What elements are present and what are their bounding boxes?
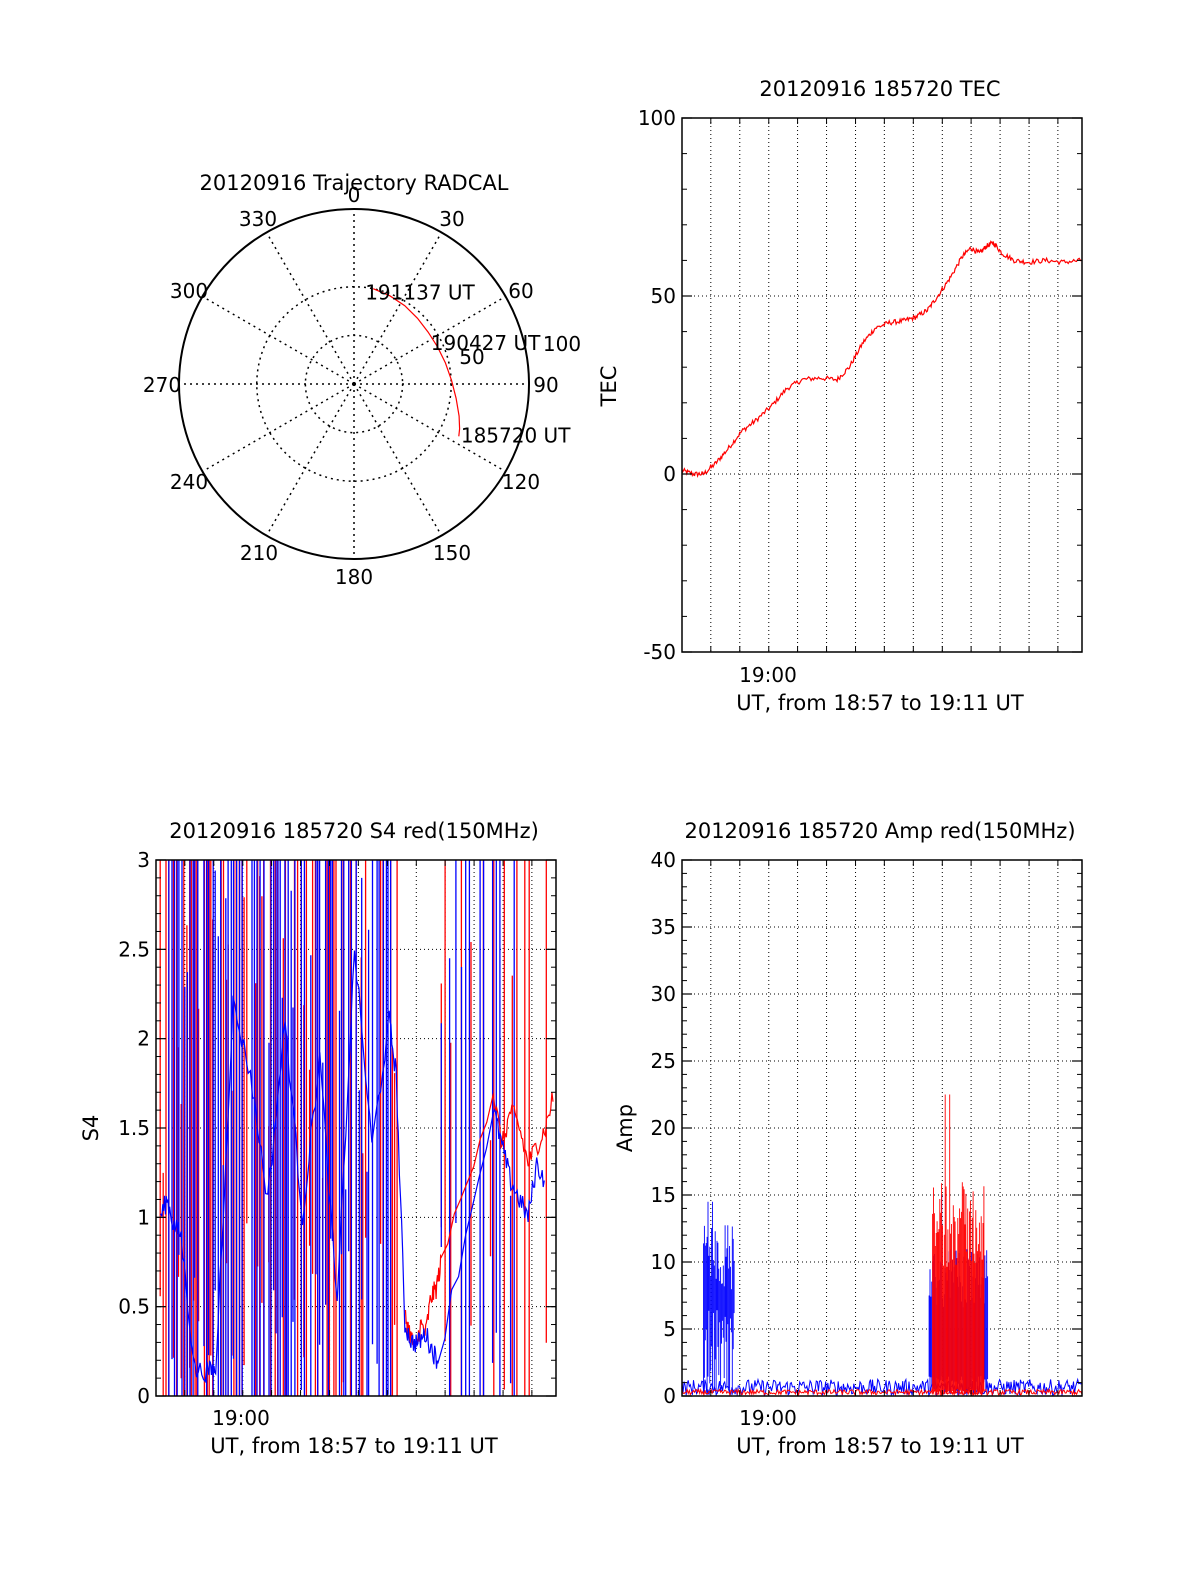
trajectory-line bbox=[372, 288, 461, 437]
polar-azimuth-labels: 0 30 60 90 120 150 180 210 240 270 300 330 bbox=[143, 183, 559, 589]
trajectory-annotations: 191137 UT 190427 UT 185720 UT bbox=[365, 281, 571, 448]
amp-ylabel: Amp bbox=[613, 1104, 637, 1152]
s4-ytick-label-3: 1.5 bbox=[118, 1116, 150, 1140]
s4-panel: 20120916 185720 S4 red(150MHz) 0 0.5 1 1.5 2… bbox=[79, 819, 557, 1458]
tec-title: 20120916 185720 TEC bbox=[759, 77, 1000, 101]
amp-title: 20120916 185720 Amp red(150MHz) bbox=[684, 819, 1075, 843]
amp-ytick-label-3: 15 bbox=[651, 1183, 676, 1207]
azimuth-label-120: 120 bbox=[502, 470, 540, 494]
azimuth-label-180: 180 bbox=[335, 565, 373, 589]
s4-xtick-label: 19:00 bbox=[212, 1406, 270, 1430]
tec-ytick-label-1: 0 bbox=[663, 462, 676, 486]
azimuth-label-210: 210 bbox=[240, 541, 278, 565]
s4-ytick-label-1: 0.5 bbox=[118, 1295, 150, 1319]
s4-ytick-label-4: 2 bbox=[137, 1027, 150, 1051]
trajectory-annotation-2: 185720 UT bbox=[461, 423, 571, 447]
azimuth-label-330: 330 bbox=[239, 207, 277, 231]
polar-spoke-210 bbox=[265, 383, 355, 536]
polar-spoke-30 bbox=[353, 232, 443, 385]
s4-ytick-label-5: 2.5 bbox=[118, 937, 150, 961]
tec-xtick-label: 19:00 bbox=[739, 663, 797, 687]
polar-spoke-300 bbox=[202, 295, 355, 385]
polar-ring-label: 50 bbox=[459, 345, 484, 369]
tec-xlabel: UT, from 18:57 to 19:11 UT bbox=[736, 691, 1024, 715]
amp-plot-area: 0 5 10 15 20 25 30 35 40 bbox=[651, 848, 1083, 1408]
trajectory-annotation-0: 191137 UT bbox=[365, 281, 475, 305]
polar-spoke-60 bbox=[353, 295, 506, 385]
amp-xlabel: UT, from 18:57 to 19:11 UT bbox=[736, 1434, 1024, 1458]
trajectory-annotation-1: 190427 UT bbox=[431, 331, 541, 355]
s4-ytick-label-0: 0 bbox=[137, 1384, 150, 1408]
tec-ytick-label-3: 100 bbox=[638, 106, 676, 130]
s4-title: 20120916 185720 S4 red(150MHz) bbox=[169, 819, 539, 843]
s4-ytick-label-2: 1 bbox=[137, 1205, 150, 1229]
azimuth-label-0: 0 bbox=[348, 183, 361, 207]
polar-ring-label-extra: 100 bbox=[543, 332, 581, 356]
amp-ytick-label-0: 0 bbox=[663, 1384, 676, 1408]
polar-trajectory-panel: 20120916 Trajectory RADCAL 0 30 60 90 120 150… bbox=[143, 171, 581, 589]
amp-ytick-label-8: 40 bbox=[651, 848, 676, 872]
polar-title: 20120916 Trajectory RADCAL bbox=[200, 171, 509, 195]
polar-spoke-330 bbox=[265, 232, 355, 385]
azimuth-label-90: 90 bbox=[533, 373, 558, 397]
amp-ytick-label-1: 5 bbox=[663, 1317, 676, 1341]
amp-ytick-label-7: 35 bbox=[651, 915, 676, 939]
polar-spoke-120 bbox=[353, 383, 506, 473]
s4-ylabel: S4 bbox=[79, 1115, 103, 1142]
amp-xtick-label: 19:00 bbox=[739, 1406, 797, 1430]
s4-plot-area: 0 0.5 1 1.5 2 2.5 3 bbox=[118, 848, 557, 1408]
amp-baseline-blue bbox=[681, 1377, 1083, 1398]
tec-axes-frame bbox=[681, 117, 1083, 653]
azimuth-label-270: 270 bbox=[143, 373, 181, 397]
s4-xlabel: UT, from 18:57 to 19:11 UT bbox=[210, 1434, 498, 1458]
azimuth-label-60: 60 bbox=[508, 279, 533, 303]
tec-ytick-label-0: -50 bbox=[643, 640, 676, 664]
tec-ytick-label-2: 50 bbox=[651, 284, 676, 308]
s4-ytick-label-6: 3 bbox=[137, 848, 150, 872]
polar-spoke-150 bbox=[353, 383, 443, 536]
amp-ytick-label-4: 20 bbox=[651, 1116, 676, 1140]
polar-outer-circle bbox=[178, 208, 530, 560]
azimuth-label-150: 150 bbox=[433, 541, 471, 565]
amp-ytick-label-5: 25 bbox=[651, 1049, 676, 1073]
azimuth-label-30: 30 bbox=[439, 207, 464, 231]
polar-grid bbox=[179, 209, 529, 559]
azimuth-label-300: 300 bbox=[170, 279, 208, 303]
amp-baseline-red bbox=[681, 1387, 1083, 1397]
amp-ytick-label-6: 30 bbox=[651, 982, 676, 1006]
azimuth-label-240: 240 bbox=[170, 470, 208, 494]
s4-series-red bbox=[404, 1092, 554, 1346]
polar-spoke-240 bbox=[202, 383, 355, 473]
amp-ytick-label-2: 10 bbox=[651, 1250, 676, 1274]
tec-ylabel: TEC bbox=[597, 366, 621, 408]
amp-panel: 20120916 185720 Amp red(150MHz) 0 5 10 15 20… bbox=[613, 819, 1083, 1458]
s4-series-blue bbox=[159, 950, 545, 1384]
tec-series-line bbox=[681, 240, 1083, 478]
tec-plot-area: -50 0 50 100 bbox=[638, 106, 1083, 664]
